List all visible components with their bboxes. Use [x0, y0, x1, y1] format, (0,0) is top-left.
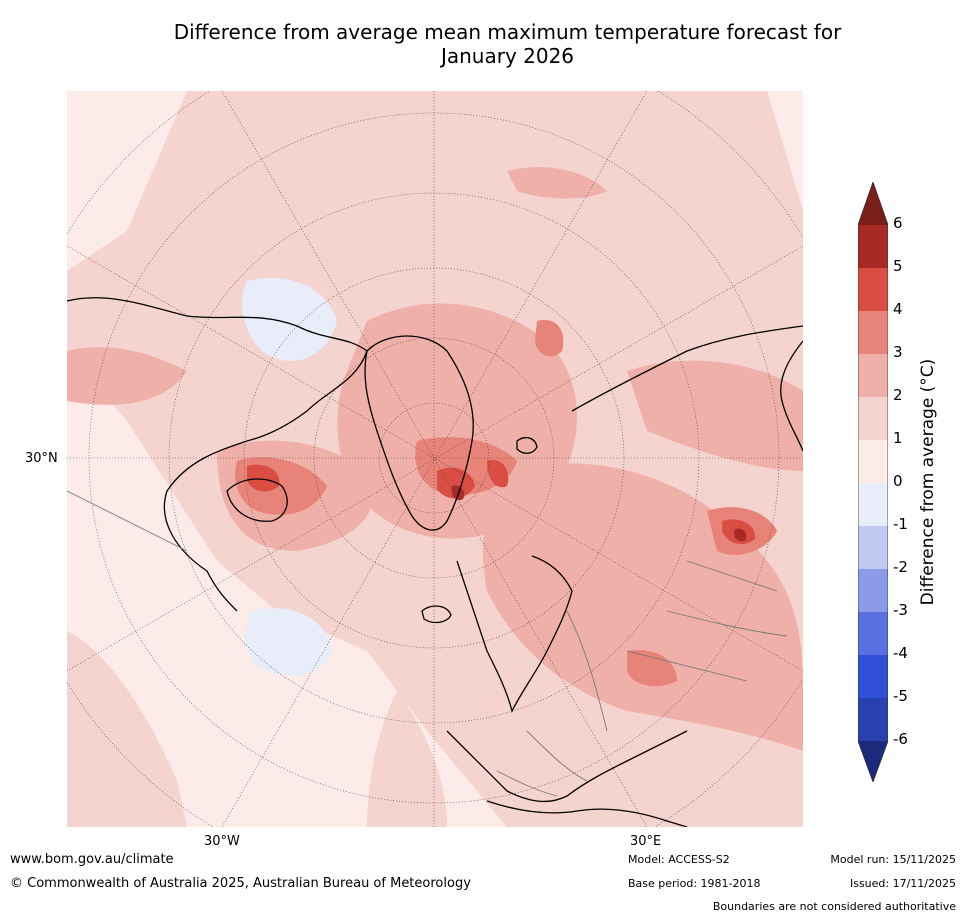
meridian-120 — [67, 245, 803, 672]
shade-polar — [337, 303, 577, 539]
coast-north-america — [67, 297, 368, 612]
border-canada-us — [67, 490, 188, 552]
colorbar-tick-m6: -6 — [893, 730, 908, 748]
colorbar-svg — [857, 181, 889, 784]
map-canvas — [67, 91, 803, 827]
colorbar-title: Difference from average (°C) — [918, 358, 938, 606]
footer-boundaries-note: Boundaries are not considered authoritat… — [712, 900, 956, 913]
lat-label-30n: 30°N — [25, 451, 58, 466]
shade-arctic-coast — [535, 320, 564, 357]
border-mongolia — [686, 560, 778, 592]
colorbar-1-2 — [858, 397, 888, 440]
anomaly-layer-2-3 — [67, 167, 803, 751]
shade-iceland — [451, 485, 465, 501]
colorbar-tick-4: 4 — [893, 300, 903, 318]
anomaly-map[interactable] — [67, 91, 803, 827]
map-title: Difference from average mean maximum tem… — [100, 20, 915, 68]
border-europe-2 — [496, 770, 558, 797]
border-europe-1 — [526, 730, 588, 782]
footer-base-period: Base period: 1981-2018 — [628, 877, 761, 890]
shade-south-atlantic — [367, 691, 447, 827]
colorbar-tick-m4: -4 — [893, 644, 908, 662]
colorbar-m1-0 — [858, 483, 888, 526]
border-kazakhstan — [626, 650, 748, 682]
anomaly-layer-5-6 — [451, 485, 747, 542]
colorbar-tick-m3: -3 — [893, 601, 908, 619]
shade-siberia-ne — [627, 360, 803, 471]
colorbar-m5-m4 — [858, 655, 888, 698]
coast-hudson-bay — [226, 478, 288, 522]
colorbar-m4-m3 — [858, 612, 888, 655]
meridian-30 — [221, 91, 648, 827]
coast-europe — [446, 730, 688, 803]
footer-website[interactable]: www.bom.gov.au/climate — [10, 852, 174, 867]
colorbar-tick-2: 2 — [893, 386, 903, 404]
country-borders — [67, 490, 788, 797]
shade-baikal — [734, 528, 747, 542]
footer-copyright: © Commonwealth of Australia 2025, Austra… — [10, 876, 471, 891]
border-china — [666, 610, 788, 637]
colorbar-m6-m5 — [858, 698, 888, 741]
shade-pacific-band — [67, 347, 187, 405]
title-line-2: January 2026 — [440, 44, 575, 68]
colorbar-4-5 — [858, 268, 888, 311]
colorbar-tick-1: 1 — [893, 429, 903, 447]
shade-hudson — [247, 464, 280, 492]
coast-asia-east — [780, 340, 803, 452]
title-line-1: Difference from average mean maximum tem… — [173, 20, 842, 44]
graticule — [67, 91, 803, 827]
colorbar-3-4 — [858, 311, 888, 354]
colorbar-m2-m1 — [858, 526, 888, 569]
shade-greenland-sea — [437, 467, 475, 499]
colorbar — [857, 181, 889, 784]
colorbar-tick-m2: -2 — [893, 558, 908, 576]
colorbar-under — [858, 741, 888, 782]
colorbar-tick-m5: -5 — [893, 687, 908, 705]
anomaly-layer-minus-1-0 — [242, 277, 337, 676]
footer-model-run: Model run: 15/11/2025 — [830, 853, 956, 866]
colorbar-tick-0: 0 — [893, 472, 903, 490]
coast-svalbard — [516, 436, 538, 454]
colorbar-5-6 — [858, 225, 888, 268]
coast-siberia — [571, 325, 803, 412]
cool-pacific — [245, 607, 332, 676]
shade-west-ocean — [67, 631, 187, 827]
coast-mediterranean — [486, 800, 688, 827]
colorbar-2-3 — [858, 354, 888, 397]
footer-issued: Issued: 17/11/2025 — [849, 877, 956, 890]
coast-iceland — [421, 605, 452, 624]
colorbar-tick-3: 3 — [893, 343, 903, 361]
cool-alaska — [242, 277, 337, 361]
colorbar-0-1 — [858, 440, 888, 483]
colorbar-m3-m2 — [858, 569, 888, 612]
colorbar-tick-5: 5 — [893, 257, 903, 275]
border-russia-west — [566, 610, 608, 732]
shade-barents — [487, 460, 509, 488]
shade-arctic-strip — [507, 167, 607, 199]
lon-label-30e: 30°E — [630, 834, 662, 849]
coast-greenland — [364, 335, 474, 531]
footer-model: Model: ACCESS-S2 — [628, 853, 730, 866]
colorbar-tick-m1: -1 — [893, 515, 908, 533]
lon-label-30w: 30°W — [204, 834, 240, 849]
colorbar-over — [858, 182, 888, 225]
anomaly-layer-4-5 — [247, 460, 756, 545]
colorbar-tick-6: 6 — [893, 214, 903, 232]
coast-scandinavia — [456, 555, 573, 713]
coastlines — [67, 297, 803, 827]
meridian-150 — [221, 91, 648, 827]
shade-europe-east — [627, 650, 677, 687]
